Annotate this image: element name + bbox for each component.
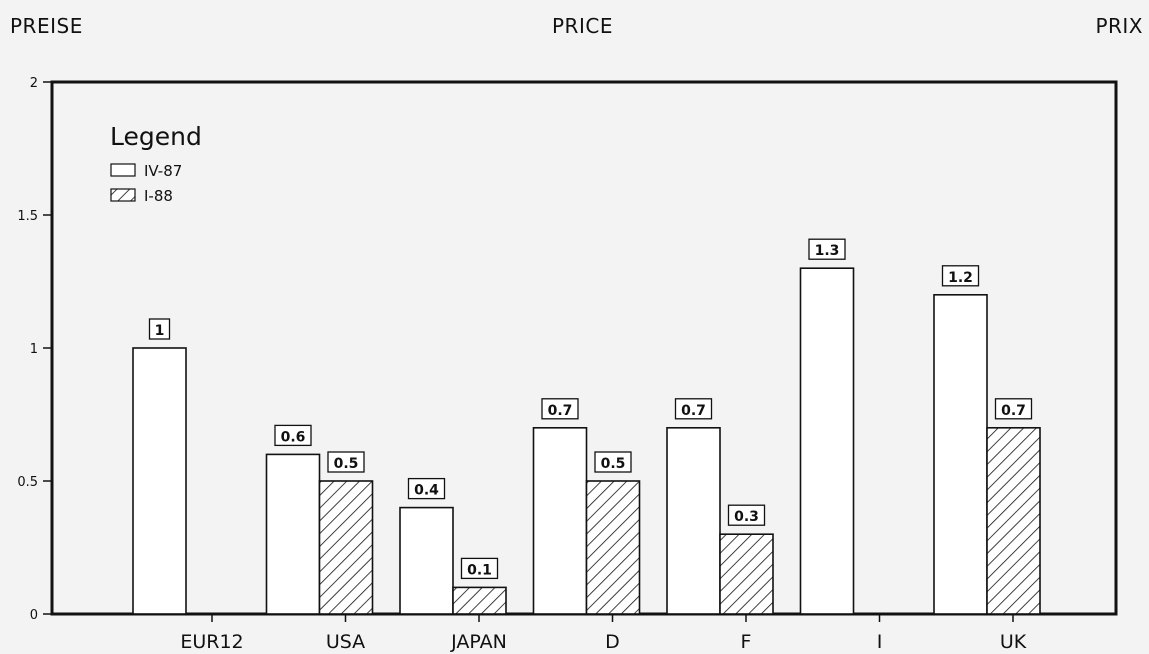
data-label: 1.2 <box>948 270 973 286</box>
bar-i-88-uk <box>986 426 1041 615</box>
header-label-price: PRICE <box>552 14 613 38</box>
data-label: 0.1 <box>467 562 492 578</box>
x-tick-label: USA <box>326 631 365 653</box>
data-label-box <box>674 398 713 420</box>
data-label: 0.6 <box>281 429 306 445</box>
bar-i-88-usa <box>318 480 374 615</box>
data-label-box <box>274 424 312 447</box>
data-label-box <box>407 477 446 500</box>
y-tick-label: 0 <box>30 608 38 623</box>
bar-iv-87-usa <box>265 453 321 615</box>
data-label: 1.3 <box>815 243 840 259</box>
data-label-box <box>460 557 499 580</box>
data-label-box <box>541 398 579 420</box>
bar-iv-87-i <box>799 267 855 615</box>
bar-iv-87-uk <box>933 293 988 615</box>
bar-iv-87-d <box>532 426 588 615</box>
bar-iv-87-f <box>666 426 721 615</box>
legend-swatch-i-88 <box>110 188 136 202</box>
data-label: 0.7 <box>548 403 573 419</box>
bar-i-88-d <box>585 480 641 615</box>
legend-swatch-iv-87 <box>110 163 136 177</box>
x-tick-label: D <box>605 631 620 653</box>
data-label: 0.4 <box>414 483 439 499</box>
data-label-box <box>994 398 1033 420</box>
y-tick-label: 1.5 <box>17 209 38 224</box>
data-label: 0.5 <box>334 456 359 472</box>
y-tick-label: 2 <box>30 76 38 91</box>
y-tick-label: 0.5 <box>17 475 38 490</box>
data-label: 0.7 <box>1001 403 1026 419</box>
bar-i-88-f <box>719 533 774 615</box>
x-tick-label: JAPAN <box>450 631 507 653</box>
data-label: 0.5 <box>601 456 626 472</box>
data-label: 0.7 <box>681 403 706 419</box>
x-tick-label: EUR12 <box>180 631 243 653</box>
header-label-preise: PREISE <box>10 14 83 38</box>
data-label-box <box>327 451 365 473</box>
data-label-box <box>941 265 980 287</box>
data-label: 1 <box>155 323 165 339</box>
data-label-box <box>148 318 171 340</box>
bar-iv-87-japan <box>399 506 454 615</box>
x-tick-label: I <box>877 631 883 653</box>
bar-i-88-japan <box>452 586 507 615</box>
x-tick-label: UK <box>1000 631 1027 653</box>
legend-label-iv-87: IV-87 <box>144 162 182 180</box>
data-label: 0.3 <box>734 509 759 525</box>
legend-label-i-88: I-88 <box>144 187 173 205</box>
y-tick-label: 1 <box>30 342 38 357</box>
data-label-box <box>727 504 766 526</box>
data-label-box <box>594 451 632 473</box>
header-label-prix: PRIX <box>1095 14 1143 38</box>
x-tick-label: F <box>741 631 752 653</box>
legend-title: Legend <box>110 122 202 151</box>
legend: Legend IV-87 I-88 <box>110 122 202 205</box>
bar-iv-87-eur12 <box>132 347 187 615</box>
data-label-box <box>808 238 846 260</box>
